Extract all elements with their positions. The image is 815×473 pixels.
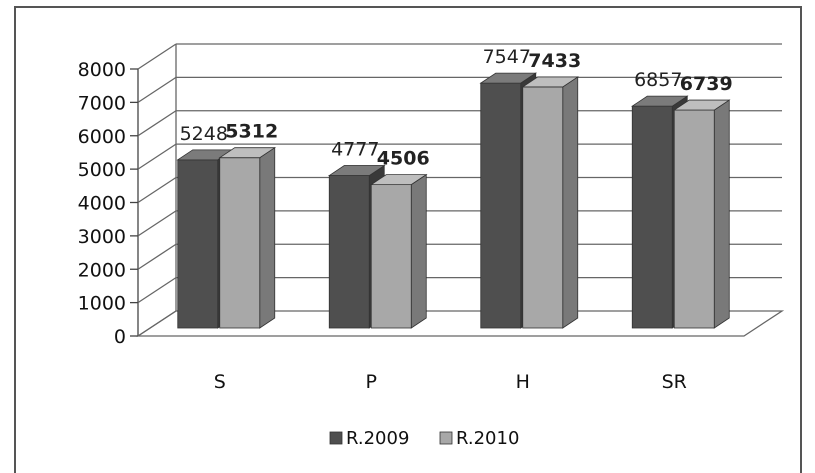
y-tick-label: 7000: [78, 92, 126, 114]
data-label: 7433: [528, 50, 581, 72]
bar-sr-r2010: [672, 99, 731, 329]
gridline-side: [137, 76, 177, 103]
y-tick-label: 6000: [78, 126, 126, 148]
y-tick-label: 8000: [78, 59, 126, 81]
x-tick-label: H: [516, 371, 530, 393]
x-tick-label: S: [214, 371, 226, 393]
bar-top: [630, 95, 689, 107]
legend-swatch: [439, 431, 453, 445]
bar-front: [631, 105, 673, 329]
gridline-side: [137, 176, 177, 204]
y-tick-label: 2000: [78, 259, 126, 281]
gridline-side: [137, 43, 177, 70]
x-tick-label: SR: [662, 371, 687, 393]
legend-swatch: [329, 431, 343, 445]
legend-item: R.2009: [329, 428, 409, 449]
y-tick-label: 3000: [78, 226, 126, 248]
bar-front: [522, 86, 564, 329]
x-tick-label: P: [366, 371, 377, 393]
data-label: 7547: [483, 46, 531, 68]
bar-top: [672, 99, 731, 111]
gridline-side: [137, 277, 177, 304]
data-label: 5312: [225, 121, 278, 143]
bars: [176, 72, 731, 329]
y-tick-label: 4000: [78, 193, 126, 215]
bar-front: [370, 184, 412, 329]
bar-side: [259, 146, 276, 329]
bar-side: [713, 99, 730, 329]
gridline-side: [137, 110, 177, 137]
x-axis-labels: S P H SR: [214, 371, 687, 393]
bar-front: [177, 159, 219, 329]
legend-label: R.2009: [346, 428, 409, 449]
bar-top: [369, 174, 428, 186]
data-label: 4777: [331, 139, 379, 161]
bar-p-r2010: [369, 173, 428, 329]
gridline-side: [137, 210, 177, 237]
bar-front: [480, 82, 522, 329]
y-tick-label: 0: [114, 326, 126, 348]
chart-walls: [135, 44, 785, 337]
bar-top: [327, 165, 386, 176]
gridline-side: [137, 143, 177, 170]
legend: R.2009 R.2010: [329, 428, 519, 449]
bar-front: [219, 157, 261, 329]
bar-front: [673, 109, 715, 329]
legend-label: R.2010: [456, 428, 519, 449]
y-axis-ticks: 0 1000 2000 3000 4000 5000 6000 7000 8000: [78, 59, 138, 348]
legend-item: R.2010: [439, 428, 519, 449]
bar-top: [479, 72, 538, 84]
bar-top: [521, 76, 580, 88]
bar-front: [328, 175, 370, 329]
side-wall-edge: [137, 310, 177, 337]
data-label: 4506: [377, 148, 430, 170]
data-label: 5248: [180, 123, 228, 145]
data-label: 6857: [634, 69, 682, 91]
bar-side: [562, 76, 579, 329]
gridline-side: [137, 243, 177, 270]
y-tick-label: 1000: [78, 293, 126, 315]
bar-h-r2010: [521, 76, 580, 329]
bar-side: [410, 173, 427, 329]
data-label: 6739: [680, 73, 733, 95]
bar-top: [218, 147, 277, 159]
bar-s-r2010: [218, 146, 277, 329]
y-tick-label: 5000: [78, 159, 126, 181]
